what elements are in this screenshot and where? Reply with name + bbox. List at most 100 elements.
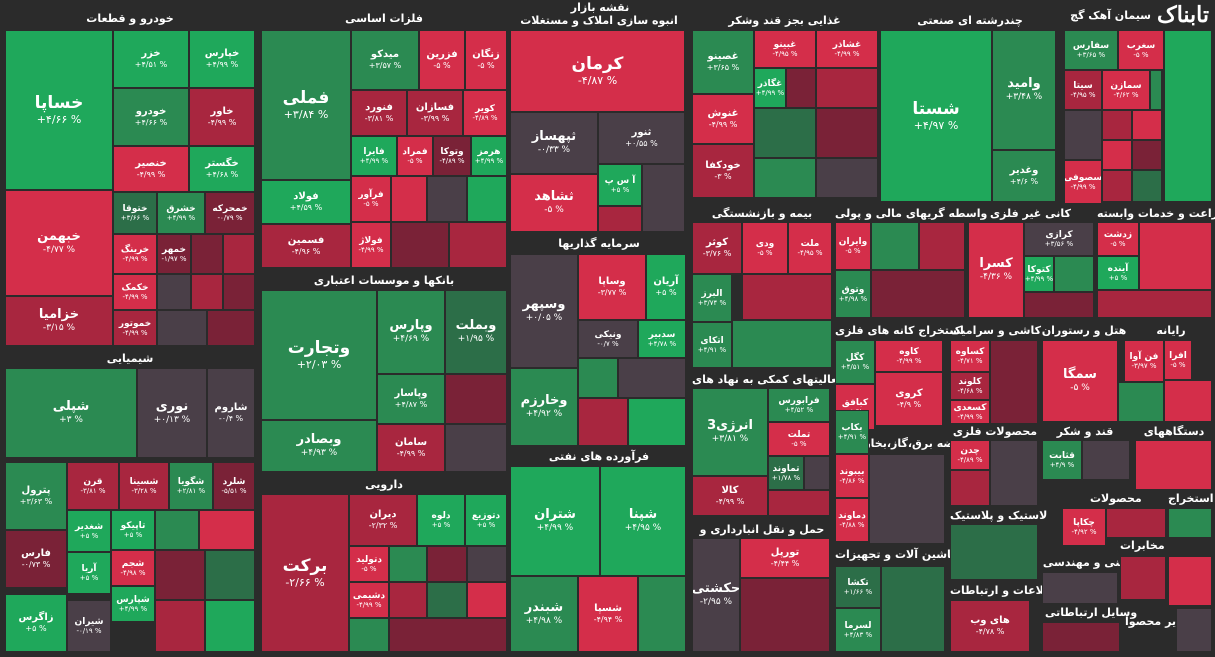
tile-unlabelled[interactable]	[1164, 30, 1212, 202]
tile[interactable]: آریان +۵ %	[646, 254, 686, 320]
tile-unlabelled[interactable]	[628, 398, 686, 446]
tile[interactable]: تکشا +۱/۶۶ %	[835, 566, 881, 608]
tile-unlabelled[interactable]	[1150, 70, 1162, 110]
tile[interactable]: بکاب +۴/۹۱ %	[835, 410, 869, 454]
tile-unlabelled[interactable]	[1139, 222, 1212, 290]
tile[interactable]: برکت -۲/۶۶ %	[261, 494, 349, 652]
tile-unlabelled[interactable]	[1042, 622, 1120, 652]
tile-unlabelled[interactable]	[445, 424, 507, 472]
tile[interactable]: کساوه -۴/۷۱ %	[950, 340, 990, 372]
tile[interactable]: فولاژ -۴/۹۹ %	[351, 222, 391, 268]
tile-unlabelled[interactable]	[578, 398, 628, 446]
tile[interactable]: دتوزیع +۵ %	[465, 494, 507, 546]
tile[interactable]: سفارس +۳/۶۵ %	[1064, 30, 1118, 70]
tile[interactable]: میدکو +۳/۵۷ %	[351, 30, 419, 90]
tile[interactable]: ختوقا +۳/۶۶ %	[113, 192, 157, 234]
tile-unlabelled[interactable]	[205, 600, 255, 652]
tile[interactable]: وپارس +۴/۶۹ %	[377, 290, 445, 374]
tile[interactable]: سامان -۴/۹۹ %	[377, 424, 445, 472]
tile-unlabelled[interactable]	[618, 358, 686, 398]
tile-unlabelled[interactable]	[445, 374, 507, 424]
tile[interactable]: تورپل -۴/۴۴ %	[740, 538, 830, 578]
tile[interactable]: ونیکی -۰/۷ %	[578, 320, 638, 358]
tile[interactable]: دتولید -۵ %	[349, 546, 389, 582]
tile[interactable]: زنگان -۵ %	[465, 30, 507, 90]
tile[interactable]: کویر -۴/۸۹ %	[463, 90, 507, 136]
tile-unlabelled[interactable]	[155, 600, 205, 652]
tile-unlabelled[interactable]	[638, 576, 686, 652]
tile-unlabelled[interactable]	[990, 340, 1038, 424]
tile[interactable]: خموتور -۴/۹۹ %	[113, 310, 157, 346]
tile[interactable]: وبملت +۱/۹۵ %	[445, 290, 507, 374]
tile[interactable]: وتوق +۴/۹۸ %	[835, 270, 871, 318]
tile[interactable]: ثنور +۰/۵۵ %	[598, 112, 685, 164]
tile-unlabelled[interactable]	[740, 578, 830, 652]
tile-unlabelled[interactable]	[223, 274, 255, 310]
tile[interactable]: البرز +۳/۷۴ %	[692, 274, 732, 322]
tile[interactable]: زاگرس +۵ %	[5, 594, 67, 652]
tile[interactable]: ملت -۴/۹۵ %	[788, 222, 832, 274]
tile[interactable]: شپنا +۴/۹۵ %	[600, 466, 686, 576]
tile[interactable]: خگستر +۴/۶۸ %	[189, 146, 255, 192]
tile[interactable]: شبندر +۴/۹۸ %	[510, 576, 578, 652]
tile-unlabelled[interactable]	[869, 454, 945, 544]
tile[interactable]: کرازی +۳/۵۶ %	[1024, 222, 1094, 256]
tile[interactable]: وسپهر +۰/۰۵ %	[510, 254, 578, 368]
tile[interactable]: اتکای +۴/۹۱ %	[692, 322, 732, 368]
tile-unlabelled[interactable]	[155, 510, 199, 550]
tile-unlabelled[interactable]	[1132, 170, 1162, 202]
tile[interactable]: ثپهساز -۰/۳۳ %	[510, 112, 598, 174]
tile[interactable]: سغرب -۵ %	[1118, 30, 1164, 70]
tile[interactable]: غبینو -۴/۹۵ %	[754, 30, 816, 68]
tile[interactable]: وتوکا -۴/۸۹ %	[433, 136, 471, 176]
tile[interactable]: وخارزم +۴/۹۲ %	[510, 368, 578, 446]
tile-unlabelled[interactable]	[467, 582, 507, 618]
tile[interactable]: تماوند +۱/۷۸ %	[768, 456, 804, 490]
tile[interactable]: کگل +۴/۵۱ %	[835, 340, 875, 384]
tile[interactable]: انرژی3 +۳/۸۱ %	[692, 388, 768, 476]
tile[interactable]: خساپا +۴/۶۶ %	[5, 30, 113, 190]
tile-unlabelled[interactable]	[754, 158, 816, 198]
tile[interactable]: فایرا +۴/۹۹ %	[351, 136, 397, 176]
tile[interactable]: کسعدی -۴/۹۹ %	[950, 400, 990, 424]
tile[interactable]: دشیمی -۴/۹۹ %	[349, 582, 389, 618]
tile[interactable]: کتوکا +۴/۹۹ %	[1024, 256, 1054, 292]
tile-unlabelled[interactable]	[349, 618, 389, 652]
tile-unlabelled[interactable]	[816, 108, 878, 158]
tile-unlabelled[interactable]	[191, 234, 223, 274]
tile[interactable]: غگاذر +۴/۹۹ %	[754, 68, 786, 108]
tile[interactable]: های وب -۴/۷۸ %	[950, 600, 1030, 652]
tile[interactable]: شپلی +۳ %	[5, 368, 137, 458]
tile-unlabelled[interactable]	[871, 270, 965, 318]
tile[interactable]: ودی -۵ %	[742, 222, 788, 274]
tile[interactable]: کرمان -۴/۸۷ %	[510, 30, 685, 112]
tile[interactable]: خکمک -۴/۹۹ %	[113, 274, 157, 310]
tile[interactable]: کلوند -۴/۶۸ %	[950, 372, 990, 400]
tile[interactable]: قرن -۳/۸۱ %	[67, 462, 119, 510]
tile[interactable]: فولاد +۴/۵۹ %	[261, 180, 351, 224]
tile[interactable]: فزرین -۵ %	[419, 30, 465, 90]
tile[interactable]: قثابت +۴/۹ %	[1042, 440, 1082, 480]
tile[interactable]: هرمز +۴/۹۹ %	[471, 136, 507, 176]
tile[interactable]: خزر +۴/۵۱ %	[113, 30, 189, 88]
tile[interactable]: خمهر -۱/۹۷ %	[157, 234, 191, 274]
tile-unlabelled[interactable]	[1168, 508, 1212, 538]
tile-unlabelled[interactable]	[786, 68, 816, 108]
tile-unlabelled[interactable]	[1082, 440, 1130, 480]
tile-unlabelled[interactable]	[157, 274, 191, 310]
tile[interactable]: سمگا -۵ %	[1042, 340, 1118, 422]
tile[interactable]: غصینو +۳/۶۵ %	[692, 30, 754, 94]
tile[interactable]: شسینا -۳/۲۸ %	[119, 462, 169, 510]
tile[interactable]: شجم -۴/۹۸ %	[111, 550, 155, 586]
tile-unlabelled[interactable]	[157, 310, 207, 346]
tile[interactable]: خبهمن -۴/۷۷ %	[5, 190, 113, 296]
tile[interactable]: چکاپا -۴/۹۲ %	[1062, 508, 1106, 546]
tile-unlabelled[interactable]	[742, 274, 832, 320]
tile[interactable]: فنورد -۳/۸۱ %	[351, 90, 407, 136]
tile-unlabelled[interactable]	[207, 310, 255, 346]
tile-unlabelled[interactable]	[223, 234, 255, 274]
tile[interactable]: آ س پ +۵ %	[598, 164, 642, 206]
tile-unlabelled[interactable]	[467, 176, 507, 222]
tile-unlabelled[interactable]	[1102, 170, 1132, 202]
tile-unlabelled[interactable]	[598, 206, 642, 232]
